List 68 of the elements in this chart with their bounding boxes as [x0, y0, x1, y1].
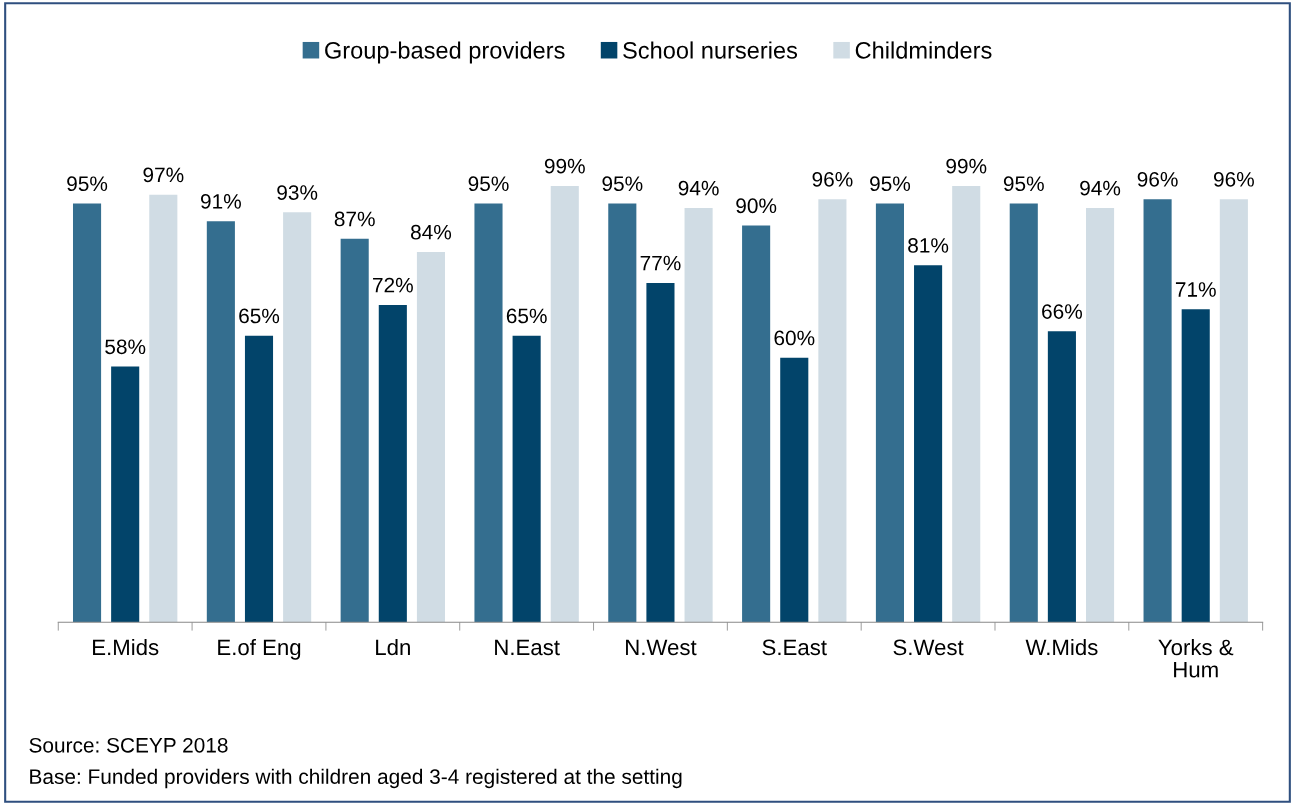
legend-label: School nurseries: [623, 41, 798, 59]
bar: [512, 335, 541, 623]
x-tick-label: Ldn: [376, 638, 410, 656]
data-label: 93%: [277, 185, 318, 200]
bar: [1181, 309, 1210, 623]
data-label: 97%: [143, 167, 184, 183]
x-tick-label: E.of Eng: [218, 638, 301, 660]
bar: [283, 212, 312, 623]
bar: [416, 252, 446, 623]
data-label: 99%: [946, 158, 987, 174]
data-label: 87%: [334, 211, 375, 227]
bar: [72, 203, 102, 623]
bar: [914, 265, 943, 623]
data-label: 65%: [239, 308, 280, 324]
bar: [684, 207, 713, 623]
data-label: 96%: [1213, 171, 1254, 187]
data-label: 96%: [1137, 171, 1178, 187]
data-label: 90%: [736, 198, 777, 214]
data-label: 81%: [908, 238, 949, 253]
bar: [206, 221, 235, 623]
bar: [818, 199, 847, 623]
data-label: 58%: [105, 339, 146, 355]
bar: [952, 185, 981, 623]
data-label: 72%: [373, 277, 413, 293]
bar: [1047, 331, 1076, 623]
bar: [111, 366, 140, 623]
data-label: 94%: [678, 180, 719, 196]
data-label: 77%: [640, 255, 681, 271]
data-label: 95%: [602, 176, 643, 192]
text: Base: Funded providers with children aged 3-4 registered at the setting: [30, 768, 682, 789]
data-label: 94%: [1080, 180, 1121, 196]
data-label: 91%: [200, 193, 241, 209]
bar: [340, 238, 369, 623]
data-label: 84%: [411, 224, 452, 240]
bar: [149, 194, 178, 623]
bar: [378, 304, 407, 623]
x-tick-label: E.Mids: [93, 638, 159, 656]
data-label: 95%: [1003, 176, 1044, 192]
x-tick-label: S.East: [762, 639, 827, 656]
bar: [742, 225, 771, 623]
bar: [646, 282, 675, 623]
data-label: 65%: [506, 308, 547, 324]
bar: [1085, 207, 1115, 623]
bar: [875, 203, 904, 623]
bar: [244, 335, 274, 623]
bar: [780, 357, 809, 623]
data-label: 95%: [468, 176, 509, 192]
bar: [550, 185, 579, 623]
data-label: 66%: [1042, 304, 1083, 319]
data-label: 95%: [870, 176, 911, 192]
legend-label: Childminders: [855, 41, 992, 59]
source-note: Source: SCEYP 2018: [29, 737, 228, 753]
data-label: 95%: [67, 176, 108, 192]
data-label: 96%: [812, 171, 853, 187]
x-tick-label: Yorks & Hum: [1158, 638, 1234, 678]
bar: [1219, 199, 1248, 623]
legend-label: Group-based providers: [325, 41, 565, 64]
x-tick-label: N.West: [626, 639, 697, 656]
x-tick-label: W.Mids: [1025, 638, 1098, 656]
data-label: 71%: [1175, 282, 1216, 297]
x-tick-label: N.East: [495, 639, 560, 656]
bar: [1143, 199, 1172, 623]
bar: [608, 203, 637, 623]
data-label: 99%: [544, 158, 585, 174]
data-label: 60%: [774, 330, 815, 346]
x-tick-label: S.West: [893, 639, 964, 656]
bar: [1009, 203, 1038, 623]
bar: [474, 203, 503, 623]
